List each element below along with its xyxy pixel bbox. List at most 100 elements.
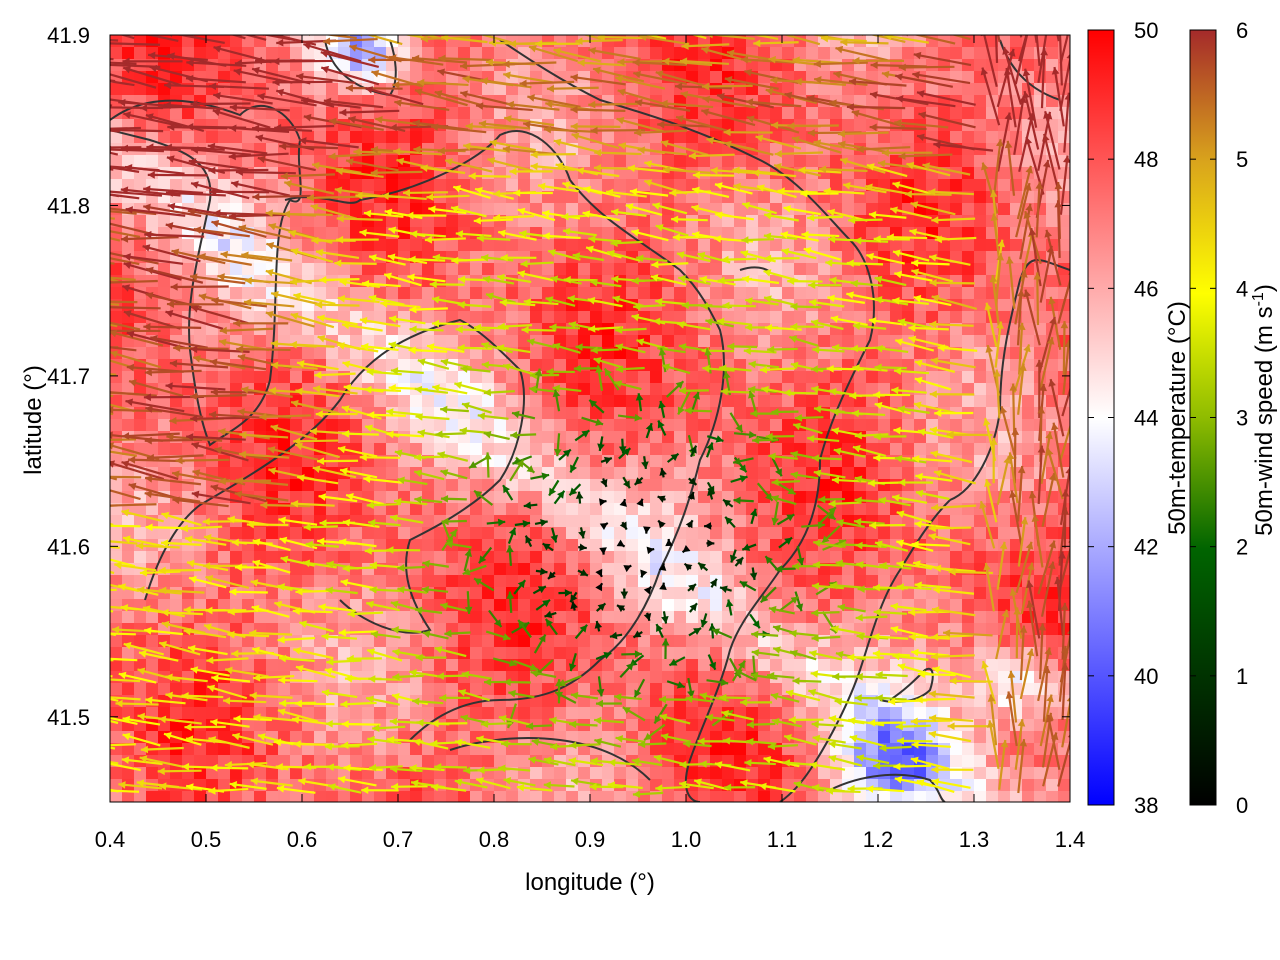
temperature-cell xyxy=(878,83,891,96)
temperature-cell xyxy=(902,47,915,60)
temperature-cell xyxy=(290,47,303,60)
temperature-cell xyxy=(470,119,483,132)
temperature-cell xyxy=(518,311,531,324)
temperature-cell xyxy=(962,599,975,612)
temperature-cell xyxy=(590,635,603,648)
temperature-cell xyxy=(254,203,267,216)
temperature-cell xyxy=(446,443,459,456)
temperature-cell xyxy=(614,155,627,168)
temperature-cell xyxy=(194,215,207,228)
temperature-cell xyxy=(794,179,807,192)
temperature-cell xyxy=(482,371,495,384)
temperature-cell xyxy=(974,695,987,708)
temperature-cell xyxy=(386,587,399,600)
temperature-cell xyxy=(182,35,195,48)
temperature-cell xyxy=(734,395,747,408)
temperature-cell xyxy=(854,683,867,696)
temperature-cell xyxy=(974,395,987,408)
temperature-cell xyxy=(734,287,747,300)
temperature-cell xyxy=(902,767,915,780)
temperature-cell xyxy=(698,503,711,516)
temperature-cell xyxy=(986,551,999,564)
temperature-cell xyxy=(974,95,987,108)
temperature-cell xyxy=(806,227,819,240)
temperature-cell xyxy=(482,419,495,432)
temperature-cell xyxy=(554,455,567,468)
temperature-cell xyxy=(1022,767,1035,780)
temperature-cell xyxy=(590,527,603,540)
temperature-cell xyxy=(854,575,867,588)
temperature-cell xyxy=(566,239,579,252)
temperature-cell xyxy=(686,47,699,60)
temperature-cell xyxy=(710,743,723,756)
temperature-cell xyxy=(710,599,723,612)
temperature-cell xyxy=(422,215,435,228)
temperature-cell xyxy=(206,587,219,600)
temperature-cell xyxy=(266,719,279,732)
temperature-cell xyxy=(518,563,531,576)
temperature-cell xyxy=(638,83,651,96)
temperature-cell xyxy=(182,479,195,492)
temperature-cell xyxy=(926,695,939,708)
temperature-cell xyxy=(386,611,399,624)
temperature-cell xyxy=(422,707,435,720)
temperature-cell xyxy=(770,527,783,540)
temperature-cell xyxy=(950,515,963,528)
temperature-cell xyxy=(686,311,699,324)
temperature-cell xyxy=(626,395,639,408)
temperature-cell xyxy=(134,611,147,624)
temperature-cell xyxy=(446,563,459,576)
temperature-cell xyxy=(482,203,495,216)
temperature-cell xyxy=(758,467,771,480)
temperature-cell xyxy=(206,743,219,756)
temperature-cell xyxy=(134,35,147,48)
temperature-cell xyxy=(962,467,975,480)
temperature-cell xyxy=(722,71,735,84)
temperature-cell xyxy=(458,443,471,456)
temperature-cell xyxy=(698,215,711,228)
temperature-cell xyxy=(446,587,459,600)
temperature-cell xyxy=(950,599,963,612)
temperature-cell xyxy=(578,443,591,456)
temperature-cell xyxy=(314,659,327,672)
temperature-cell xyxy=(350,143,363,156)
temperature-cell xyxy=(950,47,963,60)
temperature-cell xyxy=(554,35,567,48)
temperature-cell xyxy=(446,395,459,408)
temperature-cell xyxy=(638,359,651,372)
temperature-cell xyxy=(614,47,627,60)
temperature-cell xyxy=(110,683,123,696)
temperature-cell xyxy=(710,767,723,780)
temperature-cell xyxy=(482,83,495,96)
temperature-cell xyxy=(1010,239,1023,252)
temperature-cell xyxy=(314,587,327,600)
temperature-cell xyxy=(854,179,867,192)
temperature-cell xyxy=(974,707,987,720)
temperature-cell xyxy=(242,743,255,756)
temperature-cell xyxy=(218,155,231,168)
temperature-cell xyxy=(218,455,231,468)
temperature-cell xyxy=(758,611,771,624)
temperature-cell xyxy=(494,455,507,468)
temperature-cell xyxy=(974,575,987,588)
temperature-cell xyxy=(962,707,975,720)
temperature-cell xyxy=(230,131,243,144)
temperature-cell xyxy=(398,215,411,228)
temperature-cell xyxy=(710,143,723,156)
temperature-cell xyxy=(110,131,123,144)
temperature-cell xyxy=(242,155,255,168)
temperature-cell xyxy=(434,575,447,588)
temperature-cell xyxy=(854,119,867,132)
temperature-cell xyxy=(746,479,759,492)
temperature-cell xyxy=(890,239,903,252)
temperature-cell xyxy=(902,107,915,120)
temperature-cell xyxy=(602,179,615,192)
temperature-cell xyxy=(938,311,951,324)
temperature-cell xyxy=(206,551,219,564)
temperature-cell xyxy=(866,527,879,540)
temperature-cell xyxy=(290,755,303,768)
temperature-cell xyxy=(674,35,687,48)
temperature-cell xyxy=(326,707,339,720)
temperature-cell xyxy=(446,767,459,780)
temperature-cell xyxy=(254,743,267,756)
